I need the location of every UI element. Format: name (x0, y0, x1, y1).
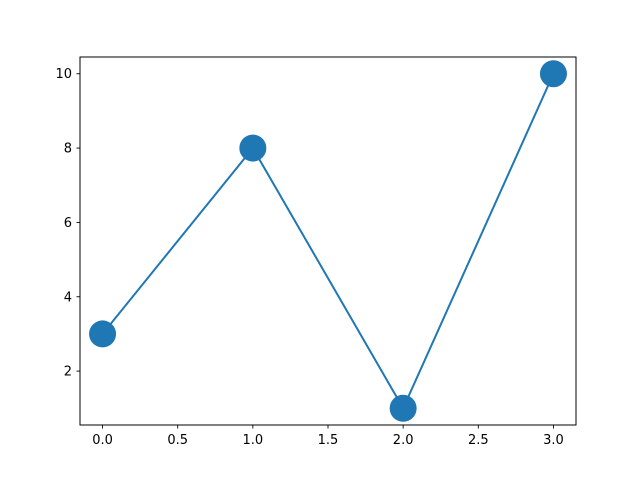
y-tick-label: 10 (55, 67, 72, 82)
axes-spines (79, 56, 577, 426)
y-tick-label: 4 (64, 290, 72, 305)
x-tick-label: 0.5 (167, 433, 188, 448)
x-tick-label: 1.0 (243, 433, 264, 448)
data-point (239, 134, 267, 162)
y-tick-label: 6 (64, 216, 72, 231)
data-point (539, 60, 567, 88)
y-tick-label: 8 (64, 142, 72, 157)
data-point (389, 394, 417, 422)
data-point (89, 320, 117, 348)
plot-area (80, 57, 576, 425)
data-line (101, 72, 555, 410)
x-tick-label: 2.5 (468, 433, 489, 448)
x-tick-label: 1.5 (318, 433, 339, 448)
x-tick-label: 3.0 (543, 433, 564, 448)
y-tick-label: 2 (64, 365, 72, 380)
x-tick-label: 2.0 (393, 433, 414, 448)
x-tick-label: 0.0 (92, 433, 113, 448)
